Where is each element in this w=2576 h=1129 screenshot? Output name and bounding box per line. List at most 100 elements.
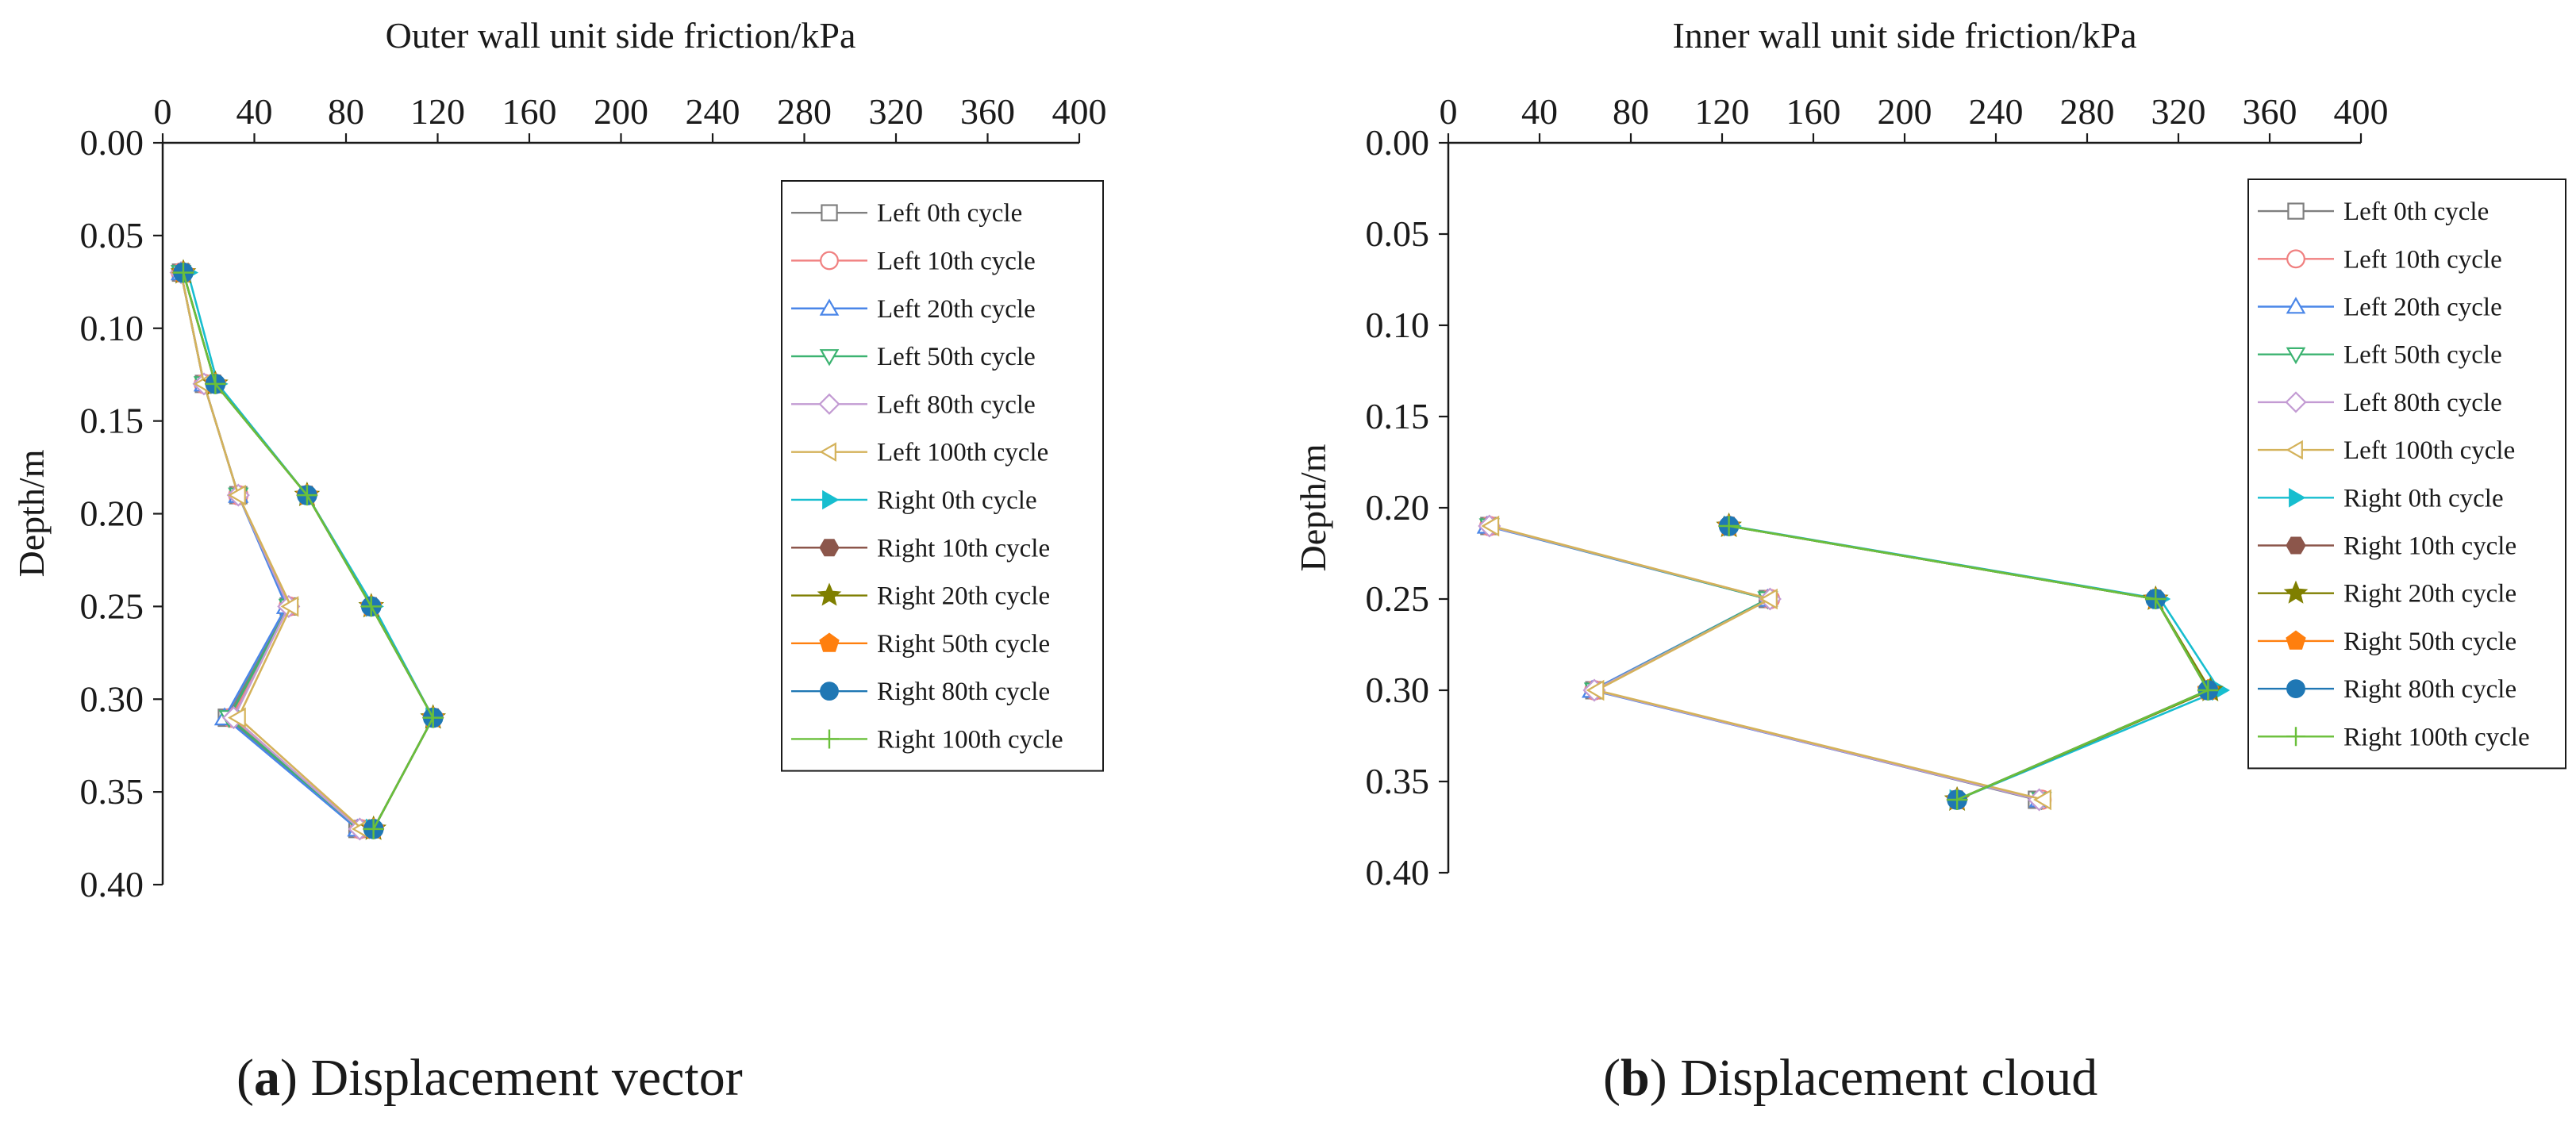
series-line: [1491, 524, 2044, 801]
data-point: [172, 262, 194, 283]
legend-label: Left 100th cycle: [2343, 436, 2515, 465]
legend-marker: [2286, 249, 2305, 269]
x-tick-label: 400: [1052, 91, 1107, 132]
series-line: [182, 272, 435, 830]
y-tick-label: 0.05: [1366, 213, 1430, 254]
series-right-50th-cycle: [1718, 514, 2219, 809]
legend-item: Right 0th cycle: [791, 486, 1037, 515]
legend-label: Left 50th cycle: [2343, 341, 2502, 370]
legend-item: Left 50th cycle: [2258, 341, 2502, 370]
series-line: [182, 272, 435, 830]
series-line: [1489, 524, 2042, 801]
data-point: [1947, 789, 1968, 810]
data-point: [1481, 515, 1500, 537]
data-point: [2197, 680, 2219, 701]
legend-label: Right 0th cycle: [2343, 484, 2504, 513]
legend-label: Right 100th cycle: [877, 725, 1063, 754]
legend-marker: [819, 632, 840, 652]
x-tick-label: 320: [869, 91, 924, 132]
data-point: [1586, 679, 1605, 701]
y-tick-label: 0.15: [80, 401, 144, 441]
series-line: [1489, 524, 2038, 801]
legend-label: Left 80th cycle: [2343, 389, 2502, 417]
caption-letter: a: [254, 1049, 280, 1107]
x-tick-label: 160: [1786, 91, 1841, 132]
x-tick-label: 0: [1440, 91, 1458, 132]
legend-label: Right 20th cycle: [2343, 580, 2516, 609]
series-left-80th-cycle: [1478, 514, 2051, 812]
legend-label: Right 50th cycle: [2343, 628, 2516, 656]
legend-marker: [819, 298, 840, 316]
legend-marker: [821, 204, 838, 221]
data-point: [296, 485, 317, 506]
caption: (b) Displacement cloud: [1603, 1049, 2097, 1107]
y-tick-label: 0.00: [80, 122, 144, 163]
y-tick-label: 0.10: [1366, 305, 1430, 345]
legend-item: Left 10th cycle: [791, 247, 1036, 275]
legend-item: Right 50th cycle: [791, 630, 1050, 659]
legend-item: Right 50th cycle: [2258, 628, 2516, 656]
legend-item: Right 10th cycle: [791, 534, 1050, 563]
legend-item: Right 20th cycle: [2258, 580, 2516, 609]
legend-item: Right 0th cycle: [2258, 484, 2504, 513]
x-tick-label: 40: [1521, 91, 1558, 132]
legend-marker: [820, 251, 839, 271]
y-tick-label: 0.30: [1366, 670, 1430, 710]
y-tick-label: 0.30: [80, 678, 144, 719]
series-left-0th-cycle: [1480, 516, 2047, 809]
data-point: [2033, 789, 2051, 811]
legend-item: Left 10th cycle: [2258, 245, 2502, 274]
x-tick-label: 240: [1969, 91, 2024, 132]
series-line: [179, 272, 363, 830]
legend-marker: [820, 682, 839, 701]
series-line: [182, 272, 435, 830]
x-axis-title: Inner wall unit side friction/kPa: [1672, 15, 2136, 56]
legend-marker: [822, 490, 840, 510]
legend-marker: [819, 442, 836, 462]
caption-text: Displacement vector: [310, 1049, 742, 1107]
legend-label: Left 10th cycle: [877, 247, 1036, 275]
series-left-100th-cycle: [1481, 515, 2051, 811]
legend-item: Left 0th cycle: [791, 199, 1022, 228]
caption-text: Displacement cloud: [1680, 1049, 2097, 1107]
y-tick-label: 0.00: [1366, 122, 1430, 163]
y-tick-label: 0.35: [1366, 761, 1430, 801]
caption-letter: b: [1621, 1049, 1650, 1107]
x-tick-label: 160: [502, 91, 557, 132]
data-point: [227, 484, 246, 506]
x-tick-label: 80: [1613, 91, 1649, 132]
series-right-80th-cycle: [1718, 516, 2219, 810]
legend-label: Left 0th cycle: [2343, 198, 2489, 226]
legend-marker: [2286, 347, 2306, 365]
legend-item: Left 20th cycle: [2258, 294, 2502, 322]
legend-marker: [2286, 727, 2305, 747]
x-tick-label: 80: [328, 91, 364, 132]
legend-item: Left 100th cycle: [791, 439, 1048, 467]
y-tick-label: 0.25: [1366, 578, 1430, 619]
legend-label: Right 100th cycle: [2343, 723, 2530, 751]
series-line: [1731, 524, 2221, 801]
legend-marker: [817, 582, 842, 606]
y-tick-label: 0.15: [1366, 396, 1430, 436]
legend-item: Left 0th cycle: [2258, 198, 2489, 226]
caption: (a) Displacement vector: [236, 1049, 743, 1107]
chart-panel-a: 0 40 80 120 160 200 240 280 320 360 400 0.00 0.05 0.1…: [11, 15, 1107, 1107]
data-point: [422, 707, 444, 728]
y-tick-label: 0.10: [80, 308, 144, 348]
data-point: [363, 818, 384, 839]
data-point: [280, 596, 299, 617]
caption-paren-open: (: [236, 1049, 254, 1107]
series-line: [1489, 524, 2042, 801]
legend-marker: [2286, 297, 2306, 314]
legend-marker: [2286, 679, 2305, 698]
x-tick-label: 120: [1695, 91, 1750, 132]
series-left-10th-cycle: [1478, 516, 2052, 810]
legend-marker: [818, 393, 840, 415]
x-tick-label: 120: [410, 91, 465, 132]
y-tick-label: 0.40: [80, 864, 144, 904]
legend-item: Right 20th cycle: [791, 582, 1050, 611]
x-tick-label: 200: [1878, 91, 1932, 132]
legend-label: Right 10th cycle: [2343, 532, 2516, 561]
legend-box: [781, 180, 1104, 772]
